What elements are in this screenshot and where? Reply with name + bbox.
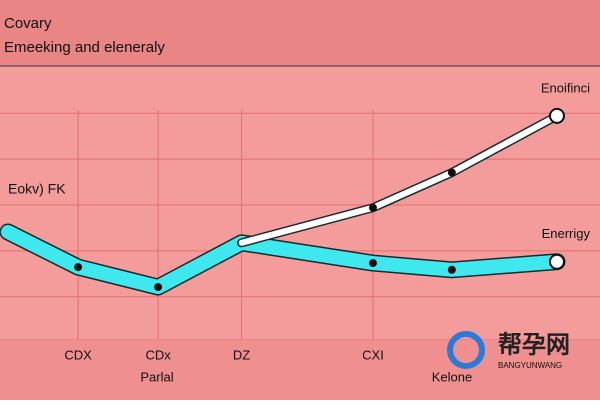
series-line xyxy=(238,112,560,246)
x-tick-label: CDx xyxy=(145,347,171,362)
annotation: Kelone xyxy=(432,369,472,384)
watermark-subtitle: BANGYUNWANG xyxy=(498,361,562,370)
y-axis-label: Eokv) FK xyxy=(8,181,66,197)
point-marker xyxy=(447,168,456,177)
x-tick-label: CXI xyxy=(362,347,384,362)
chart-subtitle: Emeeking and eleneraly xyxy=(4,39,165,56)
end-marker xyxy=(548,253,565,270)
x-tick-label: DZ xyxy=(233,347,250,362)
legend-label: Enerrigy xyxy=(542,226,591,241)
point-marker xyxy=(74,263,83,272)
point-marker xyxy=(447,265,456,274)
x-tick-label: CDX xyxy=(64,347,92,362)
point-marker xyxy=(369,259,377,268)
annotation: Parlal xyxy=(140,369,173,384)
point-marker xyxy=(369,203,377,212)
point-marker xyxy=(154,283,163,292)
footer-band xyxy=(0,340,600,400)
end-marker xyxy=(548,107,565,124)
watermark-icon xyxy=(447,331,485,369)
chart-title: Covary xyxy=(4,15,52,32)
watermark-title: 帮孕网 xyxy=(498,331,570,358)
legend-label: Enoifinci xyxy=(541,80,590,95)
watermark: 帮孕网 BANGYUNWANG xyxy=(447,331,570,370)
header-band xyxy=(0,0,600,66)
